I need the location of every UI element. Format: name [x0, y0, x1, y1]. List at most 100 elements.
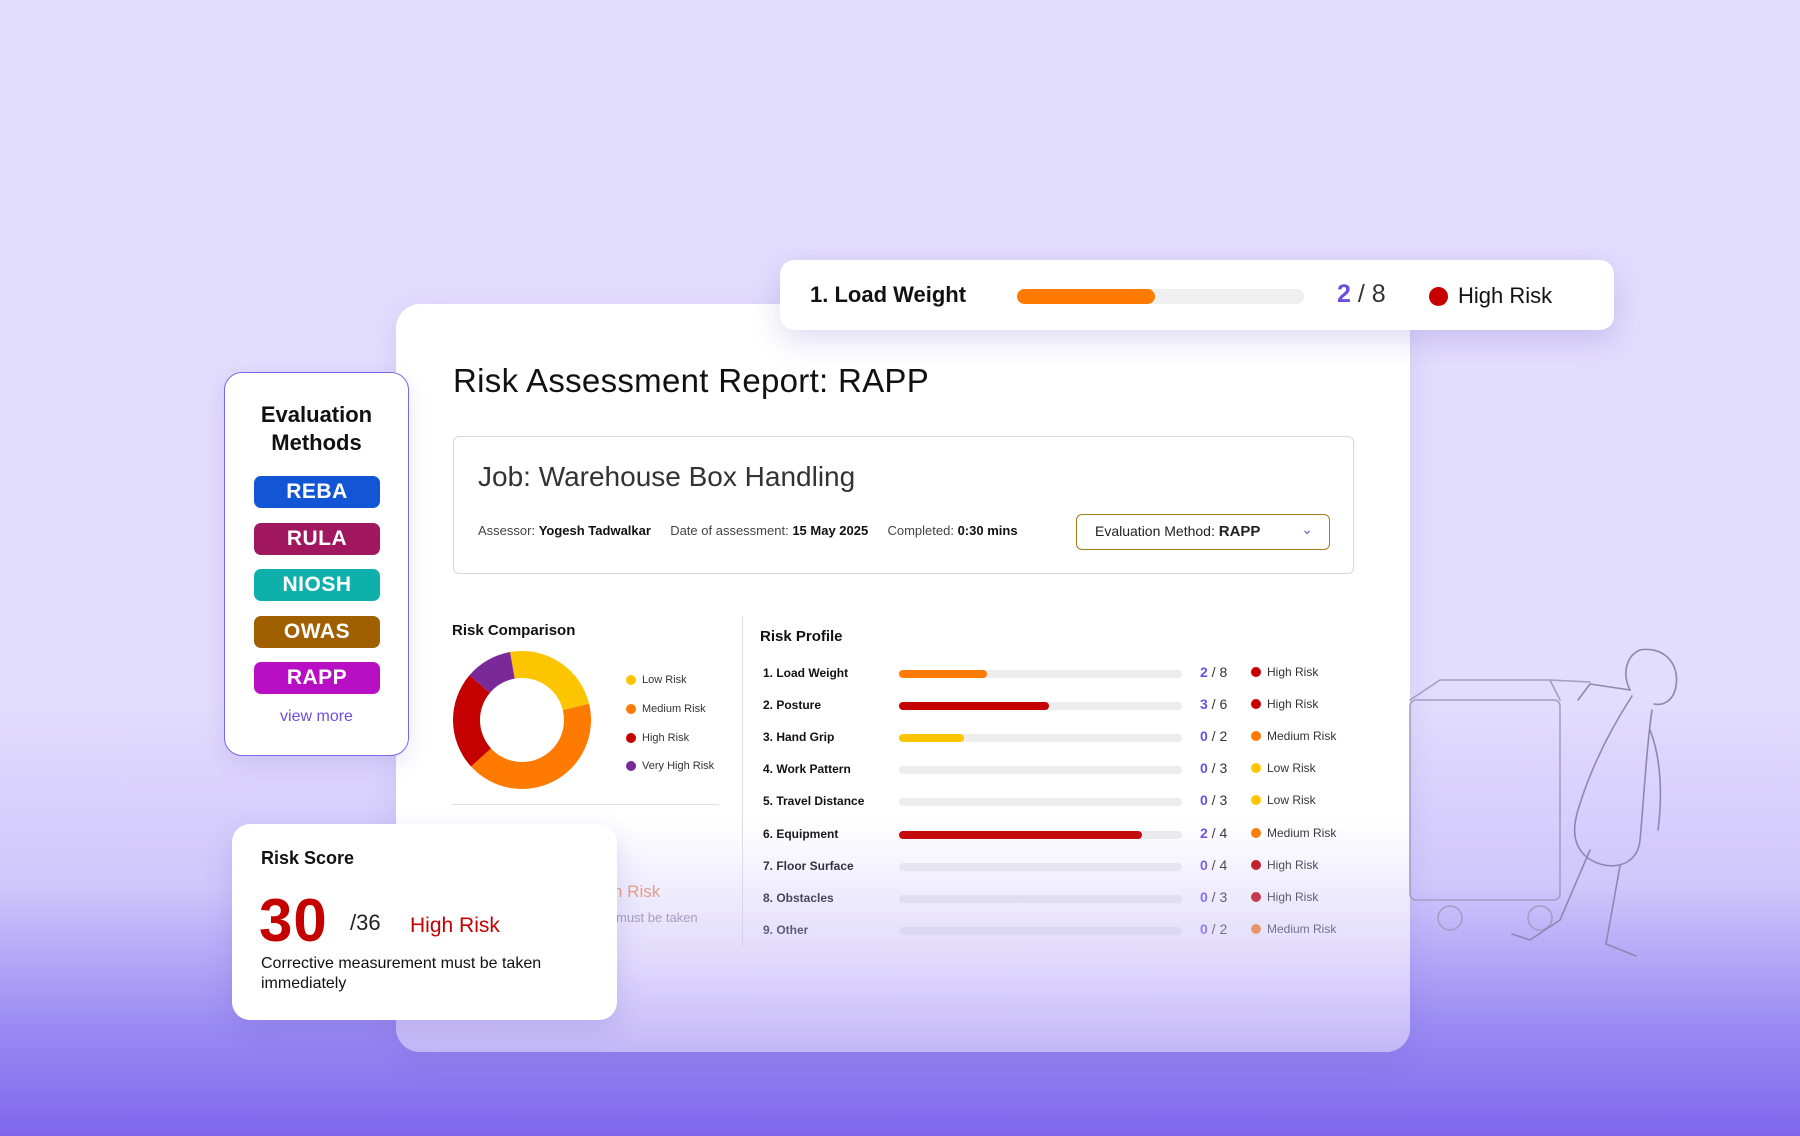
risk-score-card: Risk Score 30 /36 High Risk Corrective m… [232, 824, 617, 1020]
completed-time: 0:30 mins [957, 523, 1018, 538]
evaluation-method-select[interactable]: Evaluation Method: RAPP ⌄ [1076, 514, 1330, 550]
risk-factor-score: 2 / 4 [1200, 824, 1228, 841]
risk-score-note: Corrective measurement must be taken imm… [261, 955, 542, 992]
job-title: Job: Warehouse Box Handling [478, 461, 856, 492]
assessor-name: Yogesh Tadwalkar [538, 523, 651, 538]
score-max: 8 [1219, 664, 1228, 680]
method-badge-rapp[interactable]: RAPP [254, 662, 380, 694]
status-dot-icon [1251, 827, 1261, 838]
risk-factor-progress [899, 830, 1182, 839]
load-weight-progress-fill [1017, 289, 1155, 304]
status-label: High Risk [1267, 665, 1319, 679]
score-max: 3 [1219, 792, 1228, 809]
score-value: 2 [1200, 824, 1208, 841]
score-max: 2 [1219, 920, 1228, 937]
status-dot-icon [1251, 923, 1261, 934]
score-max: 4 [1219, 856, 1228, 873]
risk-factor-progress [899, 670, 1182, 678]
donut-slice-very-high-risk [469, 652, 515, 693]
method-badge-reba[interactable]: REBA [254, 476, 380, 508]
risk-factor-score: 0 / 4 [1200, 856, 1228, 873]
score-value: 2 [1337, 280, 1351, 308]
status-label: Low Risk [1267, 793, 1316, 808]
legend-dot-icon [626, 675, 636, 686]
partial-risk-label: h Risk [613, 882, 661, 901]
risk-factor-label: 7. Floor Surface [763, 858, 854, 873]
risk-factor-progress [899, 894, 1182, 903]
risk-factor-progress-fill [899, 734, 965, 743]
divider [452, 804, 719, 805]
donut-slice-medium-risk [471, 703, 591, 789]
risk-factor-status: Medium Risk [1251, 729, 1336, 743]
load-weight-progress [1017, 289, 1304, 304]
risk-factor-progress [899, 862, 1182, 871]
status-label: High Risk [1458, 283, 1553, 308]
load-weight-label: 1. Load Weight [810, 282, 967, 307]
score-max: 3 [1219, 760, 1228, 777]
risk-factor-score: 0 / 3 [1200, 760, 1228, 777]
status-dot-icon [1251, 891, 1261, 902]
method-badge-rula[interactable]: RULA [254, 522, 380, 555]
load-weight-card: 1. Load Weight 2 / 8 High Risk [780, 260, 1614, 330]
risk-comparison-title: Risk Comparison [452, 622, 576, 639]
risk-profile-row: 5. Travel Distance 0 / 3 Low Risk [763, 792, 1363, 812]
risk-profile-row: 1. Load Weight 2 / 8 High Risk [763, 664, 1363, 684]
risk-factor-label: 9. Other [763, 922, 809, 937]
score-separator: / [1357, 280, 1365, 308]
worker-pushing-cart-illustration [1409, 648, 1678, 957]
page-title: Risk Assessment Report: RAPP [453, 362, 930, 399]
score-value: 0 [1200, 792, 1208, 809]
risk-factor-label: 3. Hand Grip [763, 730, 835, 745]
evaluation-methods-card: Evaluation Methods REBA RULA NIOSH OWAS RAPP… [224, 372, 409, 756]
score-value: 0 [1200, 856, 1208, 873]
risk-score-value: 30 [259, 887, 328, 954]
risk-factor-status: High Risk [1251, 665, 1318, 679]
risk-factor-status: High Risk [1251, 858, 1318, 872]
score-value: 0 [1200, 760, 1208, 777]
load-weight-status: High Risk [1429, 283, 1552, 309]
risk-factor-progress [899, 702, 1182, 711]
score-value: 3 [1200, 696, 1208, 713]
score-max: 6 [1219, 696, 1228, 713]
legend-dot-icon [626, 704, 636, 715]
status-dot-icon [1251, 731, 1261, 742]
risk-factor-progress-fill [899, 670, 987, 678]
risk-factor-label: 1. Load Weight [763, 666, 849, 680]
divider [742, 616, 743, 946]
legend-label: Medium Risk [642, 703, 706, 716]
legend-item: Medium Risk [626, 695, 714, 724]
legend-dot-icon [626, 761, 636, 772]
risk-score-title: Risk Score [261, 848, 355, 868]
status-label: High Risk [1267, 857, 1319, 872]
donut-slice-high-risk [453, 675, 491, 767]
risk-profile-row: 4. Work Pattern 0 / 3 Low Risk [763, 760, 1363, 780]
status-label: High Risk [1267, 697, 1319, 712]
score-max: 8 [1371, 280, 1386, 308]
risk-score-max: /36 [350, 910, 381, 935]
risk-factor-label: 6. Equipment [763, 826, 839, 841]
legend-item: Very High Risk [626, 752, 714, 781]
risk-profile-row: 8. Obstacles 0 / 3 High Risk [763, 889, 1363, 909]
risk-factor-status: Medium Risk [1251, 826, 1336, 840]
partial-risk-note: must be taken [616, 910, 698, 925]
risk-profile-row: 2. Posture 3 / 6 High Risk [763, 696, 1363, 716]
status-label: Low Risk [1267, 761, 1316, 776]
method-badge-niosh[interactable]: NIOSH [254, 569, 380, 601]
status-dot-icon [1251, 763, 1261, 774]
risk-factor-label: 4. Work Pattern [763, 762, 851, 777]
risk-factor-status: Low Risk [1251, 761, 1316, 775]
risk-profile-row: 7. Floor Surface 0 / 4 High Risk [763, 857, 1363, 877]
status-dot-icon [1251, 699, 1261, 710]
risk-factor-progress [899, 798, 1182, 807]
method-badge-owas[interactable]: OWAS [254, 615, 380, 648]
legend-label: Very High Risk [642, 760, 715, 773]
risk-donut-chart [453, 651, 591, 789]
score-max: 3 [1219, 888, 1228, 905]
risk-profile-row: 9. Other 0 / 2 Medium Risk [763, 921, 1363, 941]
risk-profile-row: 3. Hand Grip 0 / 2 Medium Risk [763, 728, 1363, 748]
risk-score-level: High Risk [410, 914, 500, 937]
view-more-link[interactable]: view more [280, 708, 353, 725]
status-dot-icon [1429, 286, 1448, 306]
risk-factor-status: Medium Risk [1251, 922, 1336, 936]
risk-factor-score: 0 / 2 [1200, 728, 1228, 745]
